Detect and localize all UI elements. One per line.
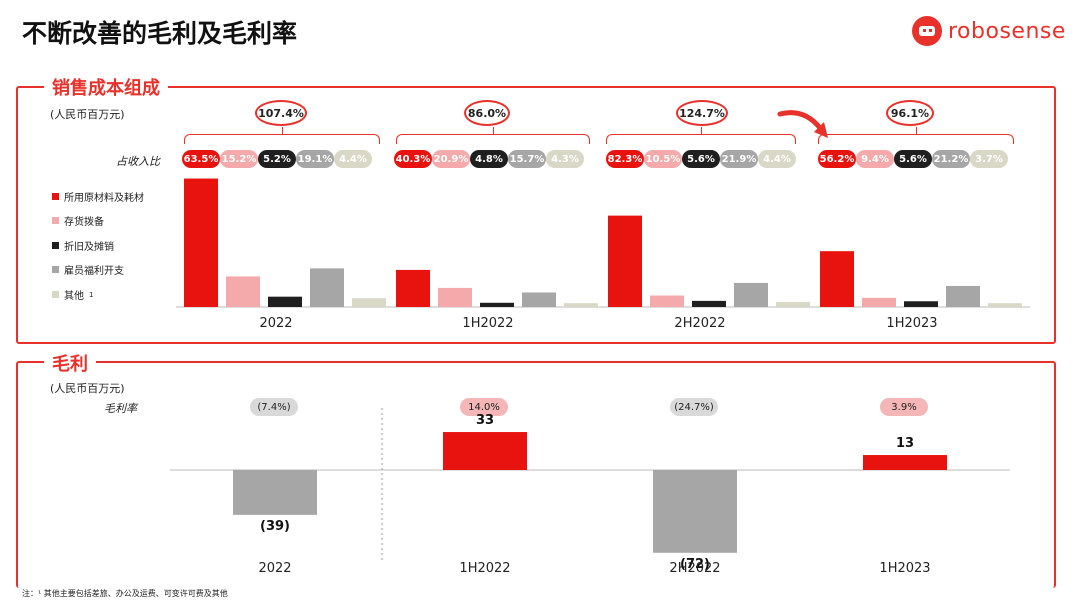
legend-swatch xyxy=(52,242,59,249)
ratio-pill: 63.5% xyxy=(182,150,220,168)
legend-swatch xyxy=(52,217,59,224)
cost-bar xyxy=(692,300,726,307)
ratio-pill: 21.2% xyxy=(932,150,970,168)
gross-margin-pill: 3.9% xyxy=(880,398,928,416)
cost-bar xyxy=(438,287,472,307)
cost-bar xyxy=(184,178,218,307)
gross-period-label: 2H2022 xyxy=(669,561,721,576)
gross-margin-pill: (7.4%) xyxy=(250,398,298,416)
gross-profit-value: (39) xyxy=(260,518,290,534)
cost-bar xyxy=(650,295,684,307)
brand-logo: robosense xyxy=(912,16,1066,46)
ratio-pill: 21.9% xyxy=(720,150,758,168)
robot-icon xyxy=(912,16,942,46)
legend-item-employee: 雇员福利开支 xyxy=(52,262,124,277)
brace-2h2022 xyxy=(606,127,796,144)
cost-bar xyxy=(904,301,938,307)
cost-bar xyxy=(480,302,514,307)
gross-profit-value: (72) xyxy=(680,556,710,572)
ratio-pill: 5.6% xyxy=(894,150,932,168)
gross-profit-value: 13 xyxy=(895,436,915,452)
cost-panel xyxy=(16,86,1056,344)
legend-item-other: 其他 1 xyxy=(52,287,93,302)
brace-1h2022 xyxy=(396,127,590,144)
legend-swatch xyxy=(52,193,59,200)
ratio-pill: 82.3% xyxy=(606,150,644,168)
ratio-pill: 40.3% xyxy=(394,150,432,168)
cost-period-label: 2H2022 xyxy=(674,316,726,331)
ratio-pill: 4.4% xyxy=(334,150,372,168)
gross-profit-bar xyxy=(653,470,737,553)
cost-bar xyxy=(608,215,642,307)
cost-bar xyxy=(396,269,430,307)
cost-bar xyxy=(776,302,810,307)
cost-period-label: 2022 xyxy=(259,316,293,331)
total-ratio-1h2022: 86.0% xyxy=(464,100,510,126)
ratio-pill: 15.7% xyxy=(508,150,546,168)
brand-wordmark: robosense xyxy=(948,18,1066,44)
total-ratio-1h2023: 96.1% xyxy=(886,100,934,126)
gross-margin-pill: 14.0% xyxy=(460,398,508,416)
ratio-pill: 15.2% xyxy=(220,150,258,168)
cost-unit-label: (人民币百万元) xyxy=(50,108,125,121)
gross-margin-pill: (24.7%) xyxy=(670,398,718,416)
ratio-pill: 5.2% xyxy=(258,150,296,168)
cost-period-label: 1H2023 xyxy=(886,316,938,331)
legend-swatch xyxy=(52,291,59,298)
gross-period-label: 1H2022 xyxy=(459,561,511,576)
total-ratio-2022: 107.4% xyxy=(255,100,307,126)
ratio-pill: 5.6% xyxy=(682,150,720,168)
legend-item-depreciation: 折旧及摊销 xyxy=(52,238,114,253)
cost-bar xyxy=(862,297,896,307)
legend-item-materials: 所用原材料及耗材 xyxy=(52,189,144,204)
ratio-pill: 4.4% xyxy=(758,150,796,168)
brace-1h2023 xyxy=(818,127,1014,144)
gross-unit-label: (人民币百万元) xyxy=(50,382,125,395)
cost-bar xyxy=(226,276,260,307)
gross-period-label: 2022 xyxy=(258,561,292,576)
ratio-pill: 20.9% xyxy=(432,150,470,168)
ratio-pill: 9.4% xyxy=(856,150,894,168)
cost-period-label: 1H2022 xyxy=(462,316,514,331)
gross-margin-label: 毛利率 xyxy=(104,402,137,415)
cost-bar xyxy=(310,268,344,307)
cost-bar-chart xyxy=(176,178,1030,308)
ratio-pills: 63.5% 15.2% 5.2% 19.1% 4.4% 40.3% 20.9% 4.8% 15.… xyxy=(0,0,1080,200)
gross-profit-panel xyxy=(16,361,1056,588)
cost-section-title: 销售成本组成 xyxy=(44,74,168,100)
ratio-pill: 10.5% xyxy=(644,150,682,168)
footnote: 注：¹ 其他主要包括差旅、办公及运费、可变许可费及其他 xyxy=(22,589,228,598)
cost-bar xyxy=(522,292,556,307)
revenue-ratio-label: 占收入比 xyxy=(116,155,160,168)
gross-profit-value: 33 xyxy=(475,413,495,429)
gross-section-title: 毛利 xyxy=(44,350,96,376)
cost-bar xyxy=(988,303,1022,307)
cost-bar xyxy=(734,282,768,307)
ratio-pill: 56.2% xyxy=(818,150,856,168)
legend-item-inventory: 存货拨备 xyxy=(52,213,104,228)
ratio-pill: 19.1% xyxy=(296,150,334,168)
cost-bar xyxy=(946,285,980,307)
gross-profit-bar xyxy=(863,455,947,470)
ratio-pill: 3.7% xyxy=(970,150,1008,168)
cost-bar xyxy=(352,298,386,307)
ratio-pill: 4.8% xyxy=(470,150,508,168)
total-ratio-2h2022: 124.7% xyxy=(676,100,728,126)
arrow-icon xyxy=(777,110,828,138)
page-title: 不断改善的毛利及毛利率 xyxy=(22,19,298,48)
ratio-pill: 4.3% xyxy=(546,150,584,168)
legend-swatch xyxy=(52,266,59,273)
cost-bar xyxy=(820,251,854,307)
cost-bar xyxy=(564,303,598,307)
cost-bar xyxy=(268,296,302,307)
gross-period-label: 1H2023 xyxy=(879,561,931,576)
brace-2022 xyxy=(184,127,380,144)
gross-profit-bar xyxy=(443,432,527,470)
gross-profit-bar xyxy=(233,470,317,515)
